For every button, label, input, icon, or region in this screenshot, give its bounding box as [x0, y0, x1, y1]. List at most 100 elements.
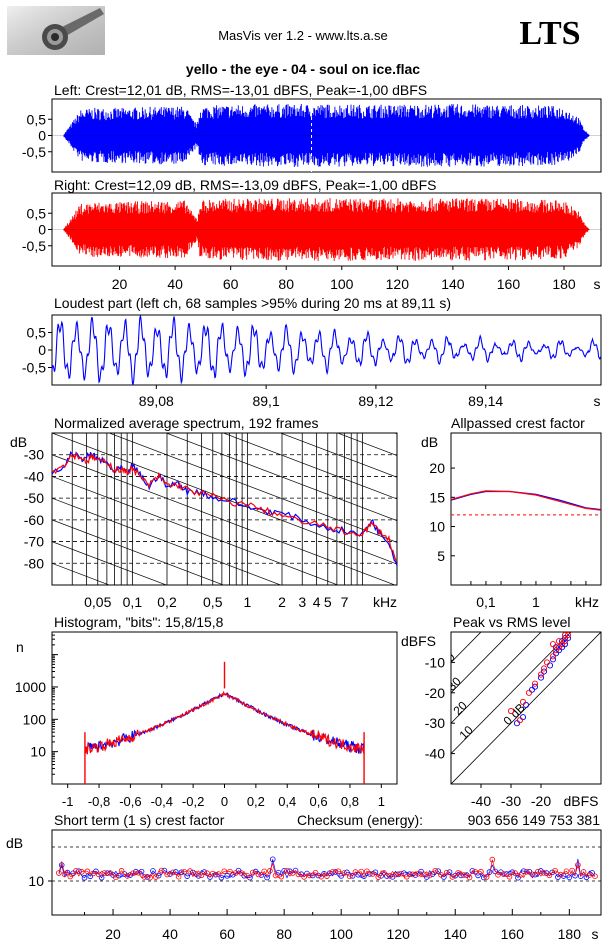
crest-point-right: [124, 873, 131, 879]
spectrum-slope-line: [165, 433, 397, 521]
peak-rms-point-left: [522, 701, 530, 709]
crest-point-right: [495, 872, 501, 878]
crest-xtick-label: 120: [387, 926, 411, 942]
crest-point-left: [520, 868, 527, 874]
right-channel-plot-xtick-label: 140: [441, 276, 465, 292]
peak-rms-point-left: [531, 683, 539, 690]
crest-point-left: [509, 869, 516, 876]
left-channel-plot: 0,50-0,5: [22, 98, 602, 173]
right-channel-plot-ytick-label: -0,5: [22, 238, 46, 254]
right-channel-title: Right: Crest=12,09 dB, RMS=-13,09 dBFS, …: [54, 177, 436, 193]
crest-point-right: [358, 868, 364, 875]
crest-xtick-label: 40: [162, 926, 178, 942]
crest-point-right: [489, 856, 496, 863]
checksum-label: Checksum (energy):: [297, 812, 423, 828]
peak-rms-point-right: [531, 680, 539, 687]
histogram-xtick-label: 0,6: [310, 794, 328, 809]
loudest-x-unit: s: [594, 393, 601, 409]
histogram-xtick-label: 1: [378, 794, 385, 809]
spectrum-ytick-label: -80: [24, 555, 44, 571]
right-channel-plot-xtick-label: 180: [552, 276, 576, 292]
loudest-ytick-label: 0: [38, 342, 46, 358]
crest-point-right: [175, 873, 182, 880]
crest-point-right: [523, 868, 530, 875]
crest-xtick-label: 20: [105, 926, 121, 942]
right-channel-plot-waveform: [63, 198, 590, 261]
histogram-title: Histogram, "bits": 15,8/15,8: [54, 614, 224, 630]
crest-point-right: [398, 870, 404, 877]
spectrum-slope-line: [52, 497, 282, 585]
crest-point-right: [569, 867, 575, 874]
allpassed-series-right: [450, 490, 602, 511]
short-term-crest-plot: 10 dB 20 40 60 80 100 120 140 160 180 s: [6, 829, 602, 942]
allpassed-x-unit: kHz: [575, 594, 599, 610]
peak-rms-point-right: [561, 638, 569, 645]
spectrum-xtick-label: 0,2: [157, 594, 177, 610]
crest-point-right: [284, 867, 290, 874]
crest-point-right: [78, 869, 85, 875]
crest-point-left: [115, 872, 122, 879]
crest-point-right: [455, 870, 461, 876]
short-term-crest-plot-frame: [51, 829, 602, 916]
crest-point-left: [532, 871, 538, 878]
crest-xtick-label: 180: [558, 926, 582, 942]
crest-point-left: [121, 871, 128, 877]
checksum-value: 903 656 149 753 381: [468, 812, 601, 828]
crest-point-right: [518, 872, 524, 878]
peak-rms-ylabel: dBFS: [401, 633, 436, 649]
crest-point-right: [118, 868, 125, 874]
spectrum-slope-line: [52, 454, 396, 585]
crest-point-right: [546, 872, 553, 879]
crest-point-right: [147, 874, 153, 881]
crest-point-right: [426, 872, 433, 879]
spectrum-xtick-label: 2: [278, 594, 286, 610]
crest-point-right: [107, 870, 113, 876]
peak-rms-xtick-label: -20: [531, 793, 551, 809]
histogram-curve-left: [84, 692, 365, 755]
crest-ytick-label: 10: [28, 873, 44, 889]
right-channel-plot-xtick-label: 40: [167, 276, 183, 292]
crest-point-right: [392, 871, 399, 878]
crest-point-right: [529, 871, 536, 878]
peak-rms-point-right: [540, 665, 548, 672]
crest-point-right: [386, 872, 393, 879]
histogram-ytick-label: 10: [30, 744, 46, 760]
crest-point-right: [552, 867, 558, 874]
peak-rms-title: Peak vs RMS level: [453, 614, 570, 630]
crest-point-left: [184, 873, 190, 879]
crest-point-right: [335, 868, 342, 875]
spectrum-series-right: [51, 451, 398, 562]
spectrum-xtick-label: 0,1: [123, 594, 143, 610]
crest-point-right: [341, 870, 347, 876]
crest-point-left: [98, 874, 105, 881]
crest-point-right: [575, 862, 581, 868]
crest-point-right: [557, 871, 564, 878]
crest-point-left: [361, 873, 367, 879]
spectrum-ytick-label: -70: [24, 534, 44, 550]
histogram-curve-right: [84, 690, 365, 755]
right-channel-plot-x-unit: s: [594, 276, 601, 292]
right-channel-plot: 0,50-0,5 20 40 60 80 100 120 140 160 180 s: [22, 192, 602, 292]
crest-point-left: [207, 874, 213, 880]
allpassed-ylabel: dB: [421, 434, 438, 450]
peak-rms-crest-label: 40: [438, 650, 458, 670]
crest-point-right: [478, 868, 484, 875]
peak-rms-ytick-label: -20: [425, 685, 445, 701]
spectrum-ylabel: dB: [10, 434, 27, 450]
crest-point-left: [401, 870, 407, 876]
crest-series-right: [58, 859, 596, 879]
peak-rms-ytick-label: -40: [425, 746, 445, 762]
spectrum-slope-line: [52, 541, 168, 585]
loudest-xtick-label: 89,08: [139, 393, 174, 409]
crest-point-right: [324, 873, 330, 879]
histogram-xtick-label: 0,4: [278, 794, 296, 809]
peak-rms-point-right: [555, 638, 563, 645]
spectrum-title: Normalized average spectrum, 192 frames: [54, 415, 319, 431]
crest-point-left: [560, 873, 567, 879]
crest-point-right: [563, 868, 570, 875]
spectrum-slope-line: [279, 433, 397, 478]
allpassed-title: Allpassed crest factor: [451, 415, 585, 431]
crest-point-right: [586, 872, 593, 878]
crest-point-right: [153, 874, 159, 880]
loudest-ytick-label: -0,5: [22, 360, 46, 376]
